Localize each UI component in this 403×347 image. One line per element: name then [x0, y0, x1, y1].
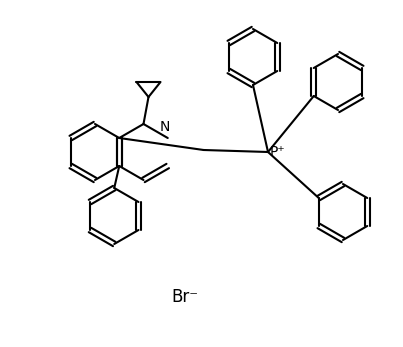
- Text: Br⁻: Br⁻: [172, 288, 199, 306]
- Text: P⁺: P⁺: [270, 145, 286, 159]
- Text: N: N: [160, 120, 170, 134]
